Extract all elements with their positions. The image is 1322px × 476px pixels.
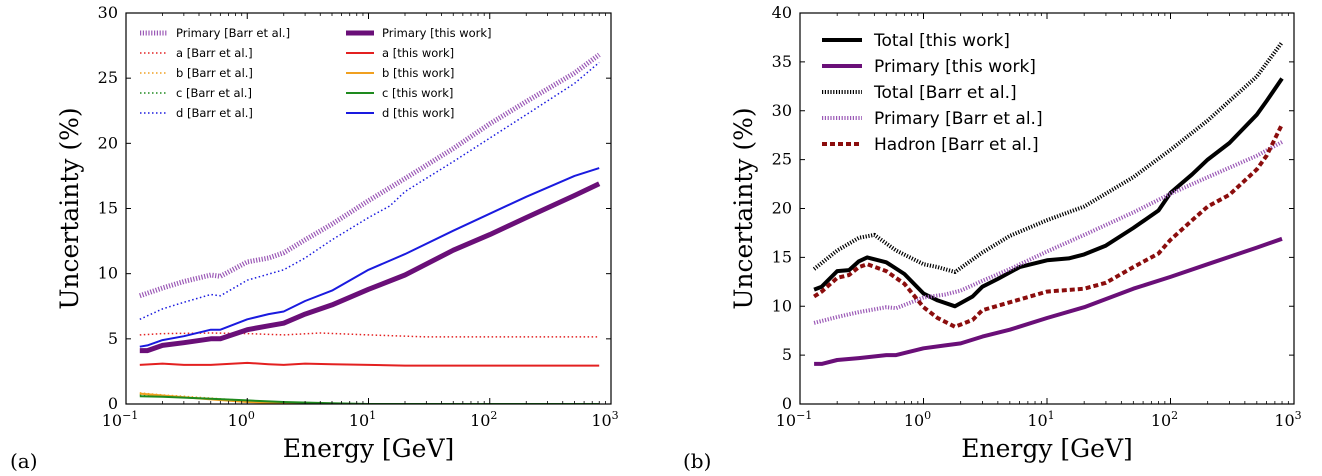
series-line-1 (814, 236, 1283, 366)
x-axis-label: Energy [GeV] (961, 434, 1133, 463)
y-tick-label: 25 (772, 150, 792, 169)
legend-label: Primary [Barr et al.] (874, 109, 1043, 129)
series-line-4 (813, 123, 1284, 329)
y-ticks: 0 5 10 15 20 25 30 35 40 (772, 3, 1294, 413)
panel-label: (b) (683, 449, 711, 473)
legend-label: c [this work] (382, 86, 453, 100)
x-tick-label: 100 (904, 409, 931, 430)
legend-label: Primary [this work] (382, 26, 492, 40)
y-tick-label: 10 (772, 296, 792, 315)
y-axis-label: Uncertainty (%) (55, 107, 84, 309)
series-line-0 (138, 52, 601, 299)
x-tick-label: 103 (1274, 409, 1301, 430)
series-line-0 (813, 77, 1284, 309)
x-tick-label: 102 (470, 409, 497, 430)
series-line-4 (139, 61, 600, 320)
legend-label: c [Barr et al.] (176, 86, 252, 100)
y-tick-label: 0 (108, 394, 118, 413)
y-tick-label: 30 (772, 101, 792, 120)
x-axis-label: Energy [GeV] (283, 434, 455, 463)
legend-label: Total [this work] (873, 31, 1010, 51)
legend-label: b [this work] (382, 66, 454, 80)
y-tick-label: 30 (98, 3, 118, 22)
y-tick-label: 0 (782, 394, 792, 413)
y-tick-label: 25 (98, 68, 118, 87)
chart-panel-a: 0 5 10 15 20 25 30 10−1 100 101 102 103 Energy [GeV]… (10, 3, 619, 473)
y-tick-label: 5 (108, 329, 118, 348)
legend-label: b [Barr et al.] (176, 66, 253, 80)
legend-label: Total [Barr et al.] (873, 83, 1017, 103)
y-tick-label: 10 (98, 264, 118, 283)
series-line-9 (139, 167, 600, 348)
y-tick-label: 20 (98, 133, 118, 152)
y-tick-label: 40 (772, 3, 792, 22)
series-line-1 (139, 332, 600, 338)
x-tick-label: 102 (1151, 409, 1178, 430)
series-group (812, 41, 1284, 366)
series-line-2 (812, 41, 1284, 274)
legend-label: Primary [Barr et al.] (176, 26, 290, 40)
series-line-5 (139, 181, 601, 354)
legend-label: d [Barr et al.] (176, 106, 253, 120)
y-tick-label: 5 (782, 345, 792, 364)
panel-label: (a) (10, 449, 38, 473)
series-line-6 (139, 361, 600, 367)
x-tick-label: 100 (228, 409, 255, 430)
x-tick-label: 10−1 (102, 409, 139, 430)
x-tick-label: 101 (1027, 409, 1054, 430)
legend-label: Hadron [Barr et al.] (874, 135, 1039, 155)
legend-label: Primary [this work] (874, 57, 1036, 77)
chart-panel-b: 0 5 10 15 20 25 30 35 40 10−1 100 101 102 103 Energy [… (683, 3, 1302, 473)
legend-label: a [this work] (382, 46, 454, 60)
x-tick-label: 103 (591, 409, 618, 430)
x-ticks: 10−1 100 101 102 103 (776, 13, 1302, 430)
y-ticks: 0 5 10 15 20 25 30 (98, 3, 611, 413)
y-tick-label: 35 (772, 52, 792, 71)
legend: Primary [Barr et al.] a [Barr et al.] b [B… (140, 26, 492, 120)
series-line-3 (813, 140, 1283, 325)
x-tick-label: 10−1 (776, 409, 813, 430)
y-axis-label: Uncertainty (%) (729, 107, 758, 309)
x-tick-label: 101 (349, 409, 376, 430)
y-tick-label: 20 (772, 199, 792, 218)
y-tick-label: 15 (98, 199, 118, 218)
y-tick-label: 15 (772, 247, 792, 266)
legend-label: d [this work] (382, 106, 454, 120)
legend: Total [this work] Primary [this work] Tota… (822, 31, 1043, 155)
legend-label: a [Barr et al.] (176, 46, 253, 60)
